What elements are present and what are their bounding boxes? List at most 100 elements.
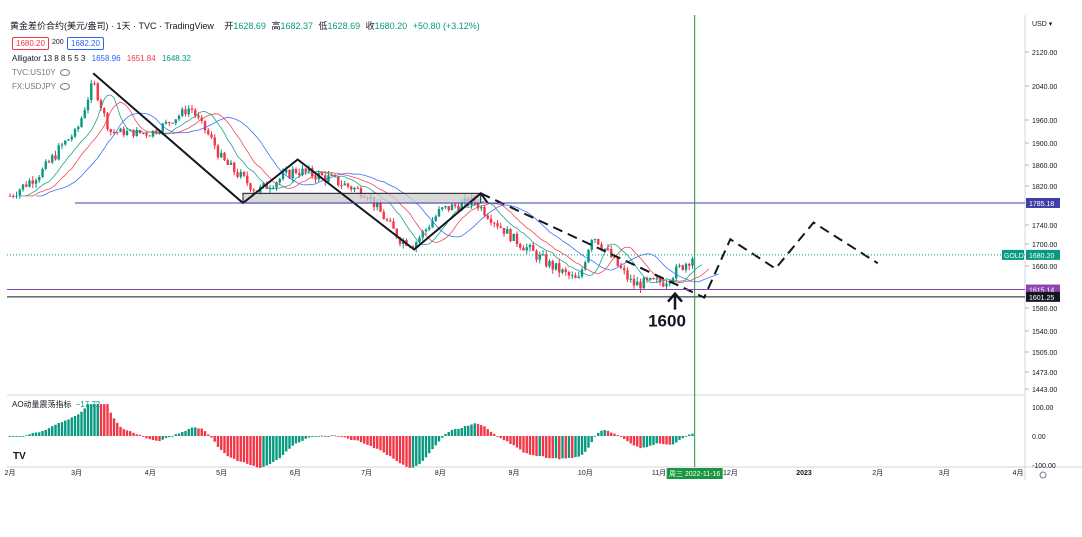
time-tick-label: 10月 (578, 469, 593, 477)
ao-bar (610, 432, 613, 436)
ao-bar (64, 420, 67, 436)
candle-body (519, 244, 522, 248)
ao-bar (252, 436, 255, 466)
price-tick-label: 1740.00 (1032, 223, 1057, 230)
price-tick-label: 1960.00 (1032, 118, 1057, 125)
candle-body (457, 206, 460, 211)
ao-bar (80, 411, 83, 436)
ohlc-close: 1680.20 (374, 21, 408, 31)
ao-bar (532, 436, 535, 456)
annotation: 1600 (648, 291, 686, 331)
ao-bar (408, 436, 411, 468)
ao-bar (272, 436, 275, 462)
candle-body (151, 130, 155, 137)
ao-bar (434, 436, 437, 446)
cursor-date-tag (666, 468, 723, 479)
price-tick-label: 1473.00 (1032, 370, 1057, 377)
candle-body (314, 176, 317, 180)
ohlc-close-label: 收 (365, 21, 375, 31)
candle-body (587, 249, 590, 263)
candle-body (548, 261, 551, 267)
candle-body (86, 99, 90, 111)
symbol-tag (1002, 249, 1024, 260)
candle-body (252, 189, 255, 191)
candle-body (304, 168, 307, 172)
ao-bar (116, 422, 119, 436)
ao-bar (639, 436, 642, 449)
ao-bar (220, 436, 223, 451)
candle-body (51, 155, 54, 163)
time-tick-label: 4月 (1013, 469, 1024, 477)
ao-bar (379, 436, 382, 451)
candle-body (320, 172, 324, 176)
currency-selector[interactable]: USD ▾ (1032, 21, 1053, 28)
ao-bar (41, 431, 44, 436)
candle-body (623, 268, 626, 271)
ao-bar (603, 430, 606, 436)
candle-body (109, 129, 112, 133)
candle-body (493, 222, 496, 224)
candle-body (210, 134, 213, 138)
candle-body (610, 248, 613, 258)
buy-price-button[interactable]: 1682.20 (67, 37, 104, 50)
candle-body (376, 202, 379, 208)
candle-body (574, 275, 577, 278)
ao-bar (197, 428, 200, 436)
ao-bar (632, 436, 636, 446)
candle-body (262, 183, 265, 187)
ao-name: AO动量震荡指标 (12, 400, 72, 409)
ao-bar (233, 436, 236, 459)
candle-body (486, 215, 489, 219)
ao-bar (473, 423, 476, 436)
ao-bar (623, 436, 626, 439)
time-tick-label: 6月 (290, 469, 301, 477)
eye-icon[interactable] (59, 69, 70, 77)
ao-bar (574, 436, 577, 458)
ao-bar (190, 427, 194, 436)
ao-bar (486, 429, 489, 436)
ao-bar (519, 436, 522, 450)
ao-bar (548, 436, 551, 459)
candle-body (181, 109, 184, 116)
ao-bar (372, 436, 376, 449)
candle-body (385, 219, 389, 221)
ao-bar (580, 436, 584, 455)
candle-body (31, 180, 34, 184)
range-rectangle (242, 192, 482, 204)
ao-bar (558, 436, 561, 460)
ao-bar (561, 436, 564, 459)
ao-bar (577, 436, 580, 457)
candle-body (584, 262, 587, 270)
indicator-usdjpy[interactable]: FX:USDJPY (12, 82, 71, 91)
candle-body (77, 126, 80, 130)
ohlc-open: 1628.69 (233, 21, 266, 31)
price-tick-label: 1505.00 (1032, 350, 1057, 357)
time-tick-label: 12月 (723, 469, 738, 477)
eye-icon[interactable] (60, 83, 71, 91)
candle-body (499, 226, 502, 228)
indicator-alligator[interactable]: Alligator 13 8 8 5 5 3 1658.96 1651.84 1… (12, 54, 191, 63)
sell-price-button[interactable]: 1680.20 (12, 37, 49, 50)
candle-body (220, 152, 223, 158)
ao-bar (428, 436, 431, 454)
ao-indicator-label[interactable]: AO动量震荡指标 −17.72 (12, 399, 100, 410)
indicator-us10y[interactable]: TVC:US10Y (12, 68, 70, 77)
candle-body (668, 282, 671, 284)
candle-body (285, 170, 288, 173)
candle-body (454, 204, 457, 207)
candle-body (291, 169, 294, 179)
time-tick-label: 9月 (509, 469, 520, 477)
candle-body (629, 278, 632, 280)
ao-bar (8, 436, 12, 437)
ao-bar (275, 436, 278, 461)
ao-bar (28, 434, 31, 436)
ao-bar (106, 404, 109, 436)
ao-bar (671, 436, 675, 445)
candle-body (242, 171, 246, 176)
ohlc-low: 1628.69 (327, 21, 361, 31)
price-tick-label: 2120.00 (1032, 50, 1057, 57)
ao-bar (447, 431, 450, 436)
candle-body (551, 261, 554, 270)
ao-bar (353, 436, 356, 441)
